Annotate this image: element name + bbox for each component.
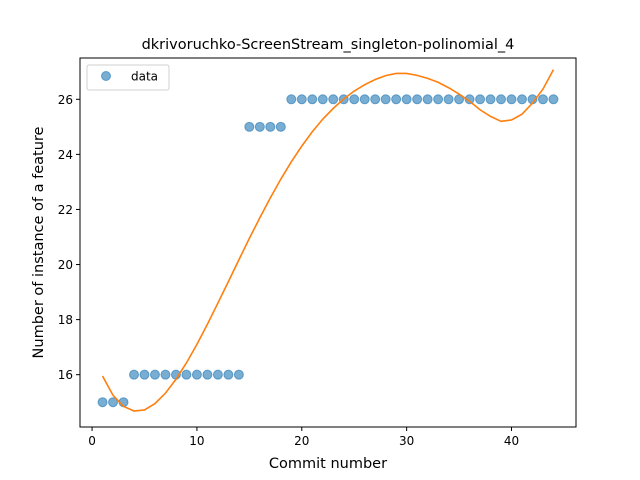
data-point <box>359 94 370 105</box>
legend-label: data <box>131 70 158 84</box>
data-point <box>506 94 517 105</box>
plot-frame <box>79 57 577 428</box>
data-point <box>380 94 391 105</box>
y-tick-label: 18 <box>58 313 73 327</box>
data-point <box>537 94 548 105</box>
legend: data <box>86 64 170 91</box>
data-point <box>233 369 244 380</box>
data-point <box>422 94 433 105</box>
y-axis-label: Number of instance of a feature <box>31 126 47 358</box>
data-point <box>139 369 150 380</box>
data-point <box>181 369 192 380</box>
data-point <box>129 369 140 380</box>
data-point <box>443 94 454 105</box>
data-point <box>516 94 527 105</box>
data-point <box>317 94 328 105</box>
y-tick-label: 26 <box>58 93 73 107</box>
data-point <box>97 397 108 408</box>
data-point <box>485 94 496 105</box>
y-tick-label: 22 <box>58 203 73 217</box>
data-point <box>464 94 475 105</box>
data-point <box>160 369 171 380</box>
x-axis-label: Commit number <box>269 456 387 472</box>
data-point <box>202 369 213 380</box>
data-point <box>349 94 360 105</box>
data-point <box>223 369 234 380</box>
x-axis: 0 10 20 30 40 <box>88 427 519 448</box>
data-point <box>254 121 265 132</box>
data-point <box>307 94 318 105</box>
data-point <box>212 369 223 380</box>
data-point <box>244 121 255 132</box>
fit-line <box>101 69 555 412</box>
x-tick-label: 10 <box>189 434 204 448</box>
data-point <box>191 369 202 380</box>
data-point <box>108 397 119 408</box>
data-point <box>391 94 402 105</box>
data-point <box>475 94 486 105</box>
data-point <box>328 94 339 105</box>
data-point <box>401 94 412 105</box>
x-tick-label: 30 <box>399 434 414 448</box>
x-tick-label: 20 <box>294 434 309 448</box>
data-point <box>370 94 381 105</box>
y-tick-label: 24 <box>58 148 73 162</box>
data-point <box>275 121 286 132</box>
data-point <box>265 121 276 132</box>
y-tick-label: 16 <box>58 368 73 382</box>
data-point <box>286 94 297 105</box>
data-point <box>496 94 507 105</box>
chart-title: dkrivoruchko-ScreenStream_singleton-poli… <box>142 37 515 53</box>
data-point <box>149 369 160 380</box>
x-tick-label: 0 <box>88 434 96 448</box>
plot-area <box>97 69 559 412</box>
legend-marker <box>101 71 111 81</box>
data-point <box>296 94 307 105</box>
data-point <box>548 94 559 105</box>
y-axis: 16 18 20 22 24 26 <box>58 93 80 382</box>
data-point <box>433 94 444 105</box>
data-point <box>412 94 423 105</box>
x-tick-label: 40 <box>504 434 519 448</box>
y-tick-label: 20 <box>58 258 73 272</box>
